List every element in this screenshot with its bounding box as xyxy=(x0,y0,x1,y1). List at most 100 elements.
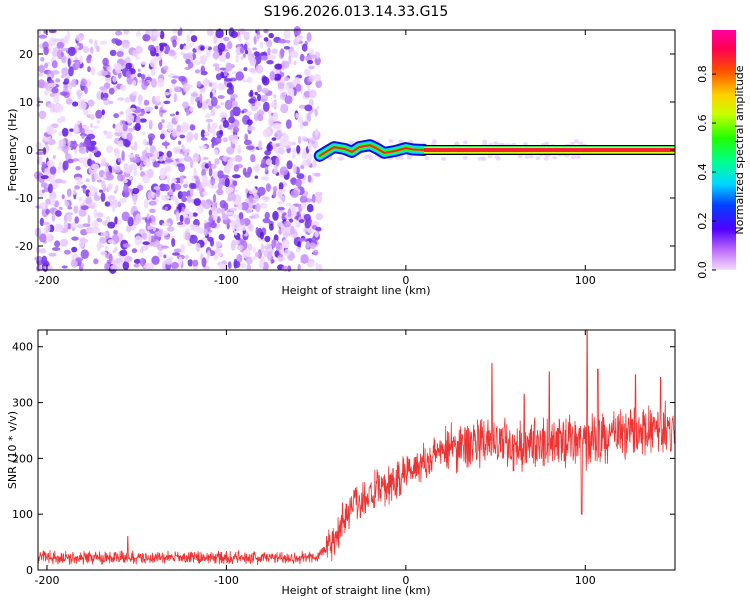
noise-blob xyxy=(148,200,157,206)
noise-blob xyxy=(141,74,146,80)
noise-blob xyxy=(144,81,149,87)
noise-blob xyxy=(105,131,113,140)
noise-blob xyxy=(281,225,286,234)
snr-y-ticks: 0 100 200 300 400 xyxy=(12,341,675,577)
signal-halo xyxy=(493,141,499,146)
noise-blob xyxy=(217,42,226,52)
noise-blob xyxy=(315,213,324,221)
signal-halo xyxy=(570,141,575,146)
noise-blob xyxy=(266,143,273,152)
noise-blob xyxy=(272,186,278,192)
noise-blob xyxy=(173,93,177,103)
noise-blob xyxy=(80,238,89,244)
noise-blob xyxy=(203,132,210,137)
noise-blob xyxy=(232,214,239,219)
noise-blob xyxy=(208,160,212,168)
noise-blob xyxy=(154,100,162,106)
noise-blob xyxy=(150,68,156,77)
spectrogram-x-axis-label: Height of straight line (km) xyxy=(281,284,430,297)
noise-blob xyxy=(308,89,317,99)
noise-blob xyxy=(309,75,315,83)
noise-blob xyxy=(269,118,274,127)
noise-blob xyxy=(189,106,194,112)
noise-blob xyxy=(82,108,89,116)
noise-blob xyxy=(312,249,319,256)
noise-blob xyxy=(100,192,106,203)
noise-blob xyxy=(137,94,143,103)
noise-blob xyxy=(189,42,195,47)
noise-blob xyxy=(131,187,140,195)
noise-blob xyxy=(151,255,160,265)
noise-blob xyxy=(189,234,198,244)
noise-blob xyxy=(171,128,178,138)
noise-blob xyxy=(214,138,222,142)
noise-blob xyxy=(139,118,147,123)
noise-blob xyxy=(166,121,174,132)
noise-blob xyxy=(47,183,53,194)
noise-blob xyxy=(212,51,220,59)
noise-blob xyxy=(211,163,217,169)
noise-blob xyxy=(121,150,125,161)
noise-blob xyxy=(122,243,131,248)
noise-blob xyxy=(249,57,257,66)
noise-blob xyxy=(107,195,116,201)
noise-blob xyxy=(261,94,269,102)
noise-blob xyxy=(140,61,148,65)
x-tick-label: 100 xyxy=(575,574,596,587)
noise-blob xyxy=(85,178,90,183)
signal-halo xyxy=(463,140,468,145)
noise-blob xyxy=(71,246,78,253)
noise-blob xyxy=(145,146,149,151)
noise-blob xyxy=(53,94,60,104)
noise-blob xyxy=(74,185,81,190)
noise-blob xyxy=(79,54,83,65)
noise-blob xyxy=(198,145,207,150)
noise-blob xyxy=(143,262,150,269)
noise-blob xyxy=(126,132,133,143)
noise-blob xyxy=(261,87,269,94)
noise-blob xyxy=(112,203,116,213)
noise-blob xyxy=(125,113,135,124)
noise-blob xyxy=(251,53,255,58)
noise-blob xyxy=(174,183,182,191)
noise-blob xyxy=(265,158,273,166)
noise-blob xyxy=(49,92,56,97)
y-tick-label: 20 xyxy=(19,48,33,61)
noise-blob xyxy=(72,158,80,162)
noise-blob xyxy=(151,95,156,105)
noise-blob xyxy=(88,38,93,44)
noise-blob xyxy=(46,235,52,242)
noise-blob xyxy=(144,216,152,224)
snr-x-axis-label: Height of straight line (km) xyxy=(281,584,430,597)
noise-blob xyxy=(38,34,48,39)
noise-blob xyxy=(75,257,83,262)
noise-blob xyxy=(310,54,317,59)
noise-blob xyxy=(257,34,262,38)
noise-blob xyxy=(298,219,305,224)
noise-blob xyxy=(181,196,188,203)
noise-blob xyxy=(252,165,261,171)
noise-blob xyxy=(190,92,199,97)
signal-halo xyxy=(337,156,343,161)
noise-blob xyxy=(190,187,194,197)
noise-blob xyxy=(294,77,301,85)
noise-blob xyxy=(82,140,91,148)
noise-blob xyxy=(192,154,200,163)
noise-blob xyxy=(57,166,61,173)
noise-blob xyxy=(301,150,308,160)
noise-blob xyxy=(123,29,130,35)
noise-blob xyxy=(125,225,132,233)
noise-blob xyxy=(113,113,120,119)
noise-blob xyxy=(283,221,291,228)
noise-blob xyxy=(255,226,259,236)
noise-blob xyxy=(142,138,148,146)
noise-blob xyxy=(171,79,177,84)
noise-blob xyxy=(265,183,271,192)
spectrogram-noise-cloud xyxy=(34,26,324,274)
noise-blob xyxy=(117,97,125,101)
noise-blob xyxy=(162,230,169,236)
noise-blob xyxy=(185,84,193,89)
noise-blob xyxy=(149,208,156,213)
noise-blob xyxy=(151,221,156,226)
noise-blob xyxy=(240,227,247,231)
